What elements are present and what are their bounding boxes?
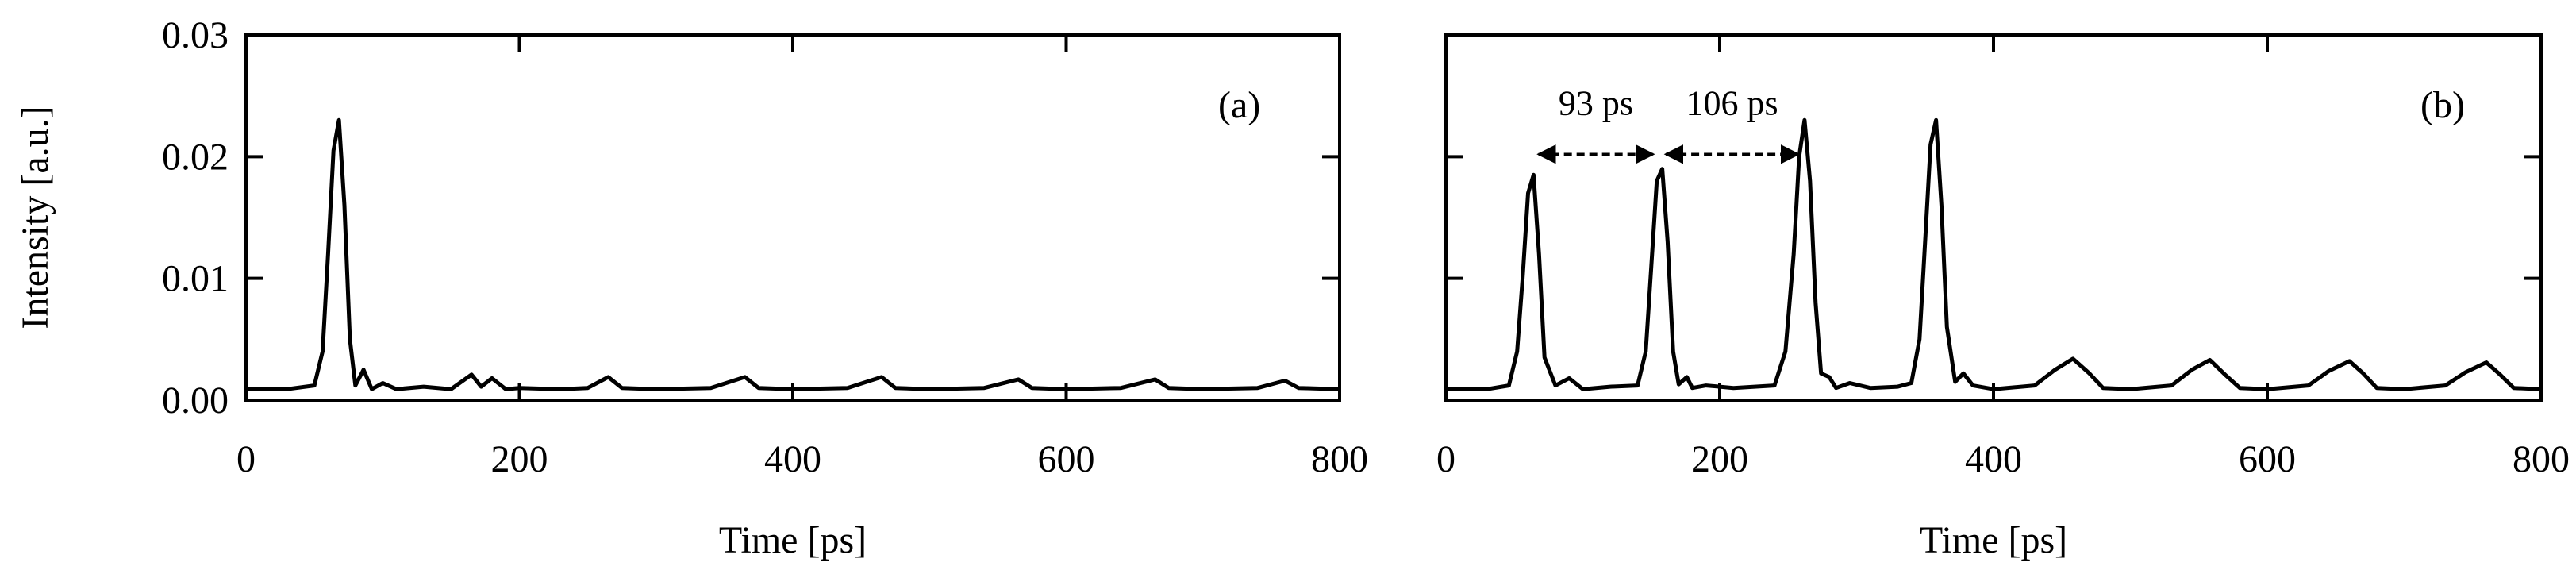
panel-b-x-axis-title: Time [ps] [1920,519,2067,561]
panel-a-series-line [246,117,1340,391]
panel-b-x-tick-label: 800 [2513,438,2570,480]
panel-a-y-tick-label: 0.03 [162,14,229,56]
panel-a-y-tick-label: 0.00 [162,379,229,422]
panel-b-x-tick-label: 0 [1436,438,1455,480]
panel-b-x-tick-label: 600 [2239,438,2296,480]
panel-a-y-axis-title: Intensity [a.u.] [14,106,56,329]
panel-b-interval-label-0: 93 ps [1559,83,1633,122]
panel-a-x-tick-label: 600 [1038,438,1095,480]
panel-b-x-tick-label: 200 [1691,438,1748,480]
panel-a-y-tick-label: 0.01 [162,258,229,300]
panel-a-x-tick-label: 0 [236,438,256,480]
panel-b-interval-label-1: 106 ps [1686,83,1778,122]
panel-a: 0 200 400 600 800 0.00 0.01 0.02 0.03 (a) Time [… [14,14,1368,561]
panel-a-ticks: 0 200 400 600 800 0.00 0.01 0.02 0.03 [162,14,1368,480]
panel-a-x-tick-label: 400 [764,438,821,480]
panel-b: 0 200 400 600 800 (b) Time [ps] 93 ps 106 ps [1436,33,2570,561]
panel-b-label: (b) [2420,84,2465,126]
panel-a-x-tick-label: 800 [1311,438,1368,480]
panel-a-plot-frame [244,33,1341,402]
panel-b-ticks: 0 200 400 600 800 [1436,33,2570,480]
panel-b-x-tick-label: 400 [1965,438,2022,480]
panel-b-series-line [1446,117,2542,391]
panel-a-x-tick-label: 200 [491,438,548,480]
panel-b-annotations: 93 ps 106 ps [1536,83,1801,164]
panel-a-label: (a) [1218,84,1260,126]
panel-a-y-tick-label: 0.02 [162,136,229,178]
panel-a-x-axis-title: Time [ps] [719,519,867,561]
